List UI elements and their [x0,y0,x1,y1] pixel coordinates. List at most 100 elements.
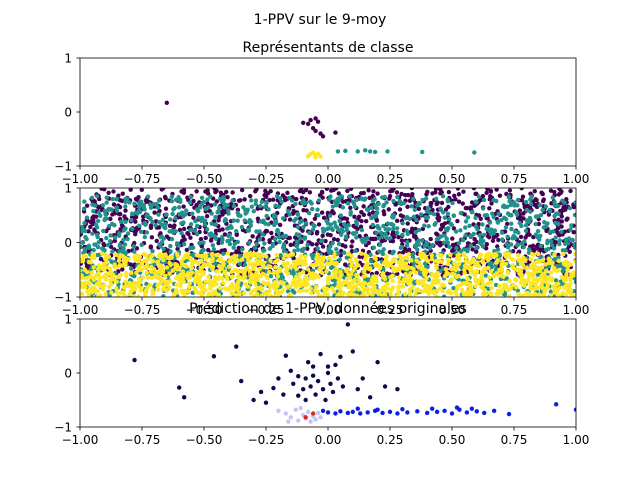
data-point-s0-691 [430,207,435,213]
data-point-s1-1083 [489,227,494,232]
data-point-s0-591 [148,223,154,228]
data-point-s2-1257 [537,292,542,297]
data-point-s1-423 [221,251,226,256]
data-point-s2-1286 [476,280,481,285]
data-point-s2-657 [144,270,149,275]
data-point-s1-334 [401,200,406,206]
data-point-s2-1196 [449,277,454,282]
data-point-s0-1038 [208,238,214,243]
data-point-s1-376 [212,202,218,207]
data-point-s0-615 [490,238,496,244]
data-point-s1-23 [414,217,419,223]
data-point-s2-868 [345,267,350,272]
data-point-s1-1228 [199,218,204,224]
data-point-s1-697 [228,224,233,229]
x-tick-label: 0.25 [377,303,404,317]
data-point-s0-458 [359,218,364,224]
data-point-s2-1299 [271,270,277,276]
data-point-s0-1142 [139,188,145,193]
data-point-s0-125 [474,249,479,254]
data-point-s2-940 [531,261,537,266]
data-point-s0-36 [375,360,380,365]
data-point-s2-724 [217,285,223,291]
data-point-s1-896 [177,212,182,217]
data-point-s1-459 [332,220,337,225]
data-point-s2-1274 [430,281,435,286]
data-point-s2-348 [569,292,574,297]
data-point-s1-549 [281,249,287,254]
data-point-s1-1253 [441,210,446,215]
data-point-s1-186 [303,221,309,226]
data-point-s2-1225 [511,257,516,262]
data-point-s1-160 [463,233,468,238]
data-point-s2-1185 [397,263,403,268]
data-point-s1-408 [365,236,370,241]
data-point-s1-678 [407,216,412,222]
data-point-s1-1250 [92,242,97,247]
data-point-s0-178 [401,250,406,255]
data-point-s2-892 [284,284,290,290]
data-point-s1-130 [123,219,128,225]
data-point-s2-1063 [188,275,193,280]
data-point-s1-1115 [474,200,479,205]
data-point-s1-1153 [404,243,410,248]
data-point-s1-639 [208,194,213,199]
data-point-s2-825 [148,282,153,288]
data-point-s2-1282 [321,286,327,292]
data-point-s1-654 [442,215,447,220]
data-point-s1-1152 [556,211,561,217]
data-point-s0-838 [154,238,159,244]
data-point-s1-154 [169,194,175,199]
data-point-s2-605 [167,285,172,290]
data-point-s1-1111 [226,233,231,239]
data-point-s0-856 [218,190,224,195]
data-point-s2-1187 [445,290,451,295]
data-point-s0-716 [434,201,439,207]
data-point-s0-40 [296,393,301,398]
data-point-s1-928 [544,224,549,229]
data-point-s2-909 [524,265,529,270]
data-point-s2-1145 [98,293,103,297]
data-point-s2-1122 [103,252,108,258]
data-point-s2-147 [99,251,105,256]
data-point-s2-1201 [296,281,301,286]
data-point-s2-1060 [251,293,257,297]
x-tick-label: −0.25 [248,303,285,317]
data-point-s2-904 [264,292,270,297]
data-point-s0-675 [282,195,288,200]
data-point-s2-821 [494,271,500,276]
data-point-s1-1231 [299,218,304,224]
data-point-s2-1253 [385,260,390,265]
data-point-s1-1276 [539,254,544,260]
data-point-s1-807 [80,224,85,230]
data-point-s2-1067 [461,292,467,297]
data-point-s1-884 [168,249,173,254]
data-point-s1-1066 [145,194,151,199]
data-point-s1-135 [315,207,320,212]
data-point-s1-3 [363,148,368,153]
data-point-s2-721 [543,262,548,267]
data-point-s1-100 [371,245,377,250]
data-point-s2-883 [366,291,371,296]
data-point-s1-719 [299,248,305,253]
data-point-s0-28 [333,362,338,368]
data-point-s2-1219 [546,260,552,266]
data-point-s2-1176 [346,251,351,257]
data-point-s2-1132 [481,268,486,273]
data-point-s1-604 [196,209,201,214]
data-point-s2-350 [459,287,465,293]
data-point-s2-278 [118,290,124,296]
data-point-s0-21 [315,378,321,384]
data-point-s2-1079 [272,259,278,265]
data-point-s0-127 [462,212,467,217]
data-point-s2-949 [302,258,308,263]
data-point-s2-813 [241,290,247,296]
data-point-s0-44 [399,238,405,243]
data-point-s1-1174 [449,222,455,228]
data-point-s1-531 [524,208,530,213]
data-point-s0-222 [222,232,228,237]
data-point-s2-165 [448,252,453,258]
data-point-s1-6 [385,149,390,154]
data-point-s1-490 [486,286,491,292]
data-point-s2-774 [93,273,99,278]
